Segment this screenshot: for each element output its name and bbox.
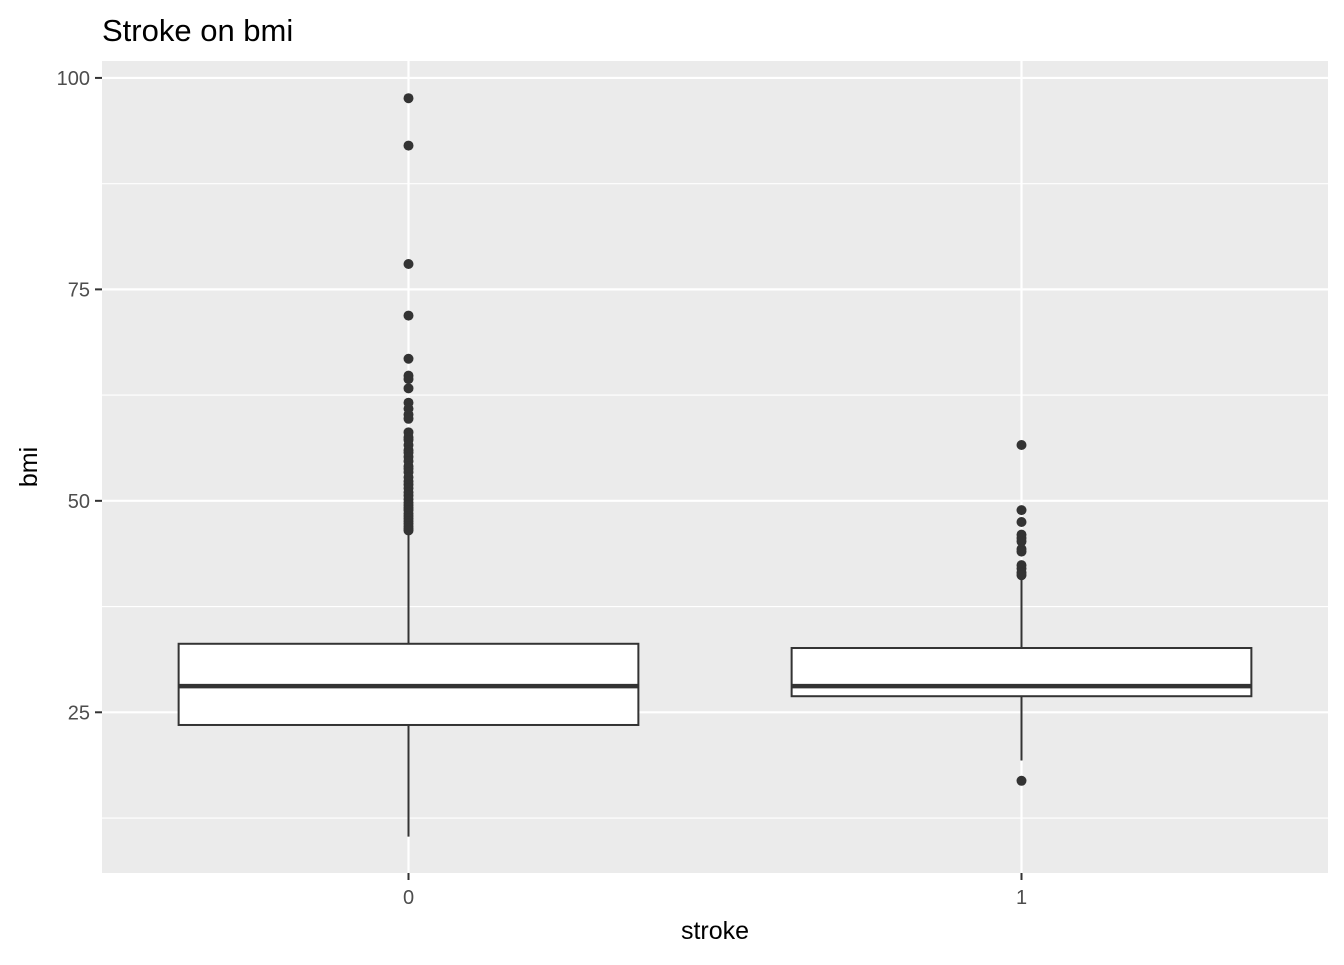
box-series [177, 93, 1253, 837]
y-axis-title: bmi [15, 447, 43, 487]
outlier-point [403, 383, 414, 394]
box-group-1 [790, 440, 1253, 786]
outlier-point [1016, 505, 1027, 516]
outlier-point [1016, 516, 1027, 527]
y-tick-label: 50 [68, 491, 90, 513]
outlier-point [403, 259, 414, 269]
box-iqr [790, 647, 1253, 698]
outlier-point [403, 93, 414, 104]
outlier-point [403, 413, 414, 424]
outlier-point [403, 353, 414, 364]
outlier-point [403, 310, 414, 321]
outlier-point [1016, 440, 1027, 451]
x-tick-label: 0 [403, 887, 414, 909]
box-group-0 [177, 93, 640, 837]
outlier-point [1016, 546, 1027, 557]
x-tick-label: 1 [1016, 887, 1027, 909]
axes: 25 50 75 100 0 1 [57, 68, 1027, 909]
chart-title: Stroke on bmi [102, 13, 293, 48]
outlier-point [1016, 570, 1027, 581]
outlier-point [403, 140, 414, 151]
x-axis-title: stroke [681, 917, 749, 945]
outlier-point [1016, 775, 1027, 786]
outlier-point [1016, 536, 1027, 547]
plot-panel [102, 61, 1328, 873]
y-tick-label: 25 [68, 702, 90, 724]
y-tick-label: 75 [68, 279, 90, 301]
y-tick-label: 100 [57, 68, 90, 90]
outlier-point [403, 525, 414, 536]
outlier-point [403, 374, 414, 385]
